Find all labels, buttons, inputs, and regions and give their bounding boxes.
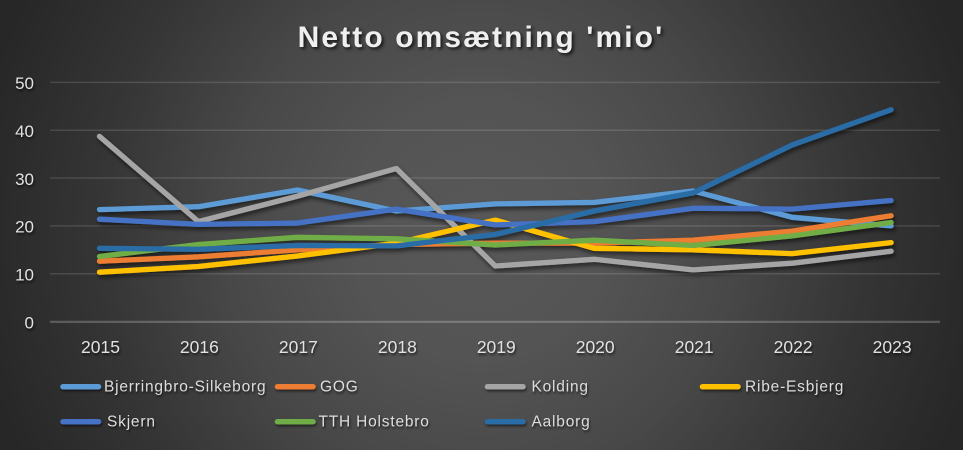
svg-text:50: 50 <box>15 74 34 93</box>
svg-text:2018: 2018 <box>378 337 417 357</box>
svg-text:2022: 2022 <box>774 337 813 357</box>
svg-text:2020: 2020 <box>576 337 615 357</box>
svg-text:0: 0 <box>25 313 34 332</box>
svg-text:Netto omsætning 'mio': Netto omsætning 'mio' <box>298 21 665 54</box>
svg-text:2016: 2016 <box>180 337 219 357</box>
svg-text:2019: 2019 <box>477 337 516 357</box>
svg-text:20: 20 <box>15 218 34 237</box>
svg-text:Ribe-Esbjerg: Ribe-Esbjerg <box>745 379 844 396</box>
svg-text:Skjern: Skjern <box>107 414 156 431</box>
svg-text:Aalborg: Aalborg <box>532 414 591 431</box>
svg-text:GOG: GOG <box>320 379 359 396</box>
svg-text:2021: 2021 <box>675 337 714 357</box>
svg-text:Kolding: Kolding <box>532 379 589 396</box>
svg-text:30: 30 <box>15 170 34 189</box>
svg-text:2023: 2023 <box>873 337 912 357</box>
svg-text:2015: 2015 <box>81 337 120 357</box>
svg-text:2017: 2017 <box>279 337 318 357</box>
svg-text:Bjerringbro-Silkeborg: Bjerringbro-Silkeborg <box>104 379 266 396</box>
svg-text:40: 40 <box>15 122 34 141</box>
svg-text:10: 10 <box>15 266 34 285</box>
svg-text:TTH Holstebro: TTH Holstebro <box>319 414 430 431</box>
